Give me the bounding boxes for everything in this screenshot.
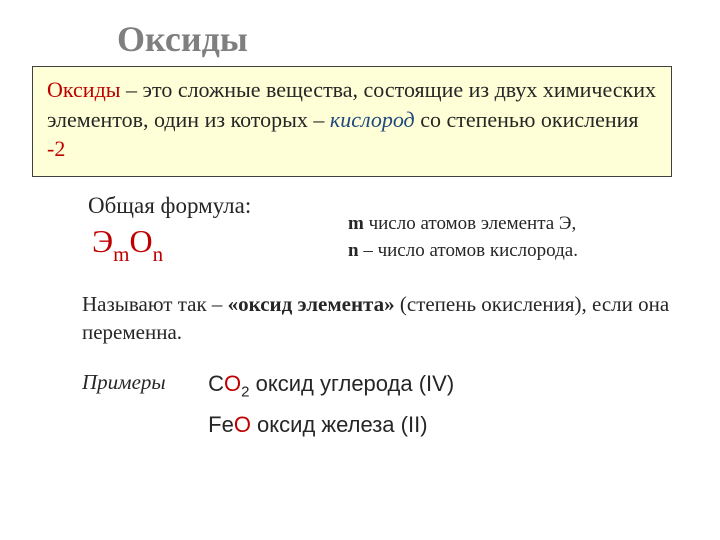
examples-section: Примеры CO2 оксид углерода (IV) FeO окси… bbox=[22, 364, 698, 447]
page-title: Оксиды bbox=[22, 18, 698, 60]
legend-n-text: – число атомов кислорода. bbox=[359, 240, 578, 261]
examples-label: Примеры bbox=[82, 364, 202, 402]
example-name: оксид углерода (IV) bbox=[249, 371, 454, 396]
example-row: CO2 оксид углерода (IV) bbox=[208, 364, 454, 405]
example-row: FeO оксид железа (II) bbox=[208, 405, 454, 446]
legend-m-text: число атомов элемента Э, bbox=[364, 213, 576, 234]
definition-oxidation-state: -2 bbox=[47, 136, 65, 161]
example-oxygen: O bbox=[224, 371, 241, 396]
legend-n-key: n bbox=[348, 240, 359, 261]
naming-pre: Называют так – bbox=[82, 292, 228, 316]
slide: Оксиды Оксиды – это сложные вещества, со… bbox=[0, 0, 720, 540]
example-name: оксид железа (II) bbox=[251, 412, 428, 437]
formula-label: Общая формула: bbox=[88, 193, 348, 219]
example-element: Fe bbox=[208, 412, 234, 437]
definition-emphasis: кислород bbox=[330, 107, 415, 132]
definition-box: Оксиды – это сложные вещества, состоящие… bbox=[32, 66, 672, 177]
formula-element-symbol: Э bbox=[92, 223, 113, 259]
formula-oxygen-symbol: O bbox=[129, 223, 152, 259]
example-element: C bbox=[208, 371, 224, 396]
formula-subscript-n: n bbox=[153, 242, 164, 266]
naming-rule: Называют так – «оксид элемента» (степень… bbox=[22, 291, 698, 346]
example-oxygen: O bbox=[234, 412, 251, 437]
naming-strong: «оксид элемента» bbox=[228, 292, 395, 316]
formula: ЭmOn bbox=[88, 223, 348, 265]
formula-subscript-m: m bbox=[113, 242, 129, 266]
definition-term: Оксиды bbox=[47, 77, 121, 102]
formula-section: Общая формула: ЭmOn m число атомов элеме… bbox=[22, 193, 698, 265]
legend-m-key: m bbox=[348, 213, 364, 234]
formula-legend: m число атомов элемента Э, n – число ато… bbox=[348, 211, 578, 264]
definition-tail: со степенью окисления bbox=[415, 107, 639, 132]
